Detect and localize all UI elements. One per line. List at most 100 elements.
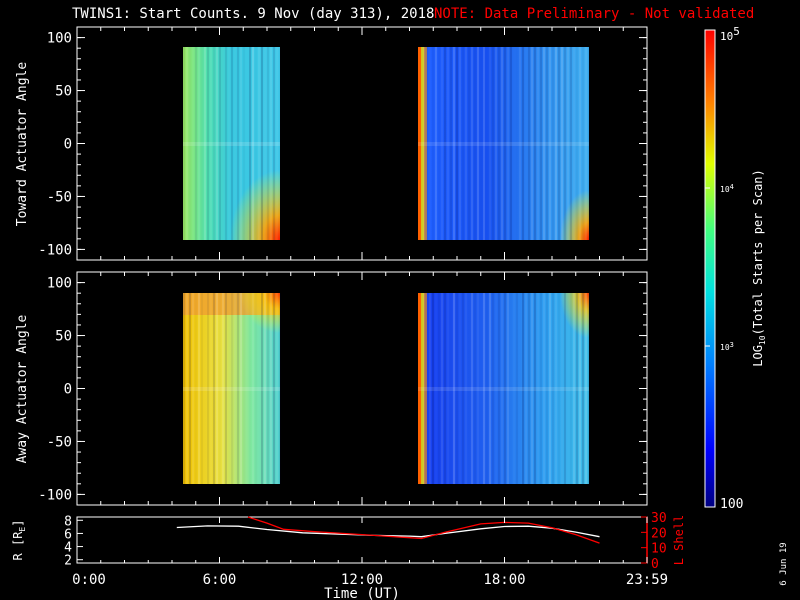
- radius-label-sub: E: [18, 527, 27, 532]
- heatmap-stripe: [453, 47, 455, 240]
- heatmap-stripe: [192, 293, 194, 484]
- heatmap-stripe: [504, 293, 506, 484]
- heatmap-stripe: [444, 293, 446, 484]
- heatmap-stripe: [501, 47, 503, 240]
- heatmap-stripe: [213, 293, 215, 484]
- heatmap-stripe: [228, 47, 230, 240]
- heatmap-stripe: [579, 293, 581, 484]
- heatmap-stripe: [219, 47, 221, 240]
- ephemeris-lines: [176, 516, 600, 544]
- heatmap-stripe: [516, 293, 518, 484]
- away-ylabel: Away Actuator Angle: [15, 314, 30, 463]
- heatmap-stripe: [489, 47, 491, 240]
- heatmap-stripe: [249, 47, 251, 240]
- toward-ylabel: Toward Actuator Angle: [15, 62, 30, 227]
- heatmap-stripe: [459, 47, 461, 240]
- toward-heatmap: [183, 47, 590, 240]
- heatmap-stripe: [474, 47, 476, 240]
- heatmap-stripe: [198, 293, 200, 484]
- heatmap-stripe: [546, 47, 548, 240]
- heatmap-stripe: [462, 47, 464, 240]
- heatmap-stripe: [507, 47, 509, 240]
- colorbar-tick-top-base: 10: [720, 30, 733, 43]
- y-tick-label: 0: [64, 137, 72, 153]
- heatmap-stripe: [471, 293, 473, 484]
- heatmap-stripe: [441, 293, 443, 484]
- heatmap-stripe: [456, 47, 458, 240]
- heatmap-stripe: [207, 293, 209, 484]
- heatmap-stripe: [222, 293, 224, 484]
- heatmap-stripe: [555, 293, 557, 484]
- heatmap-stripe: [501, 293, 503, 484]
- away-hot-late: [560, 293, 589, 338]
- heatmap-edge: [418, 47, 421, 240]
- time-axis-label: Time (UT): [324, 586, 400, 600]
- y-tick-label: -50: [47, 189, 72, 205]
- lshell-tick-label: 0: [651, 557, 659, 572]
- heatmap-stripe: [204, 47, 206, 240]
- heatmap-stripe: [540, 47, 542, 240]
- radius-label-main: R [R: [11, 531, 25, 561]
- colorbar-ticks: [705, 187, 710, 347]
- heatmap-stripe: [582, 47, 584, 240]
- heatmap-stripe: [441, 47, 443, 240]
- heatmap-stripe: [258, 47, 260, 240]
- heatmap-stripe: [528, 47, 530, 240]
- heatmap-stripe: [552, 47, 554, 240]
- radius-tick-label: 4: [64, 541, 72, 556]
- heatmap-stripe: [231, 47, 233, 240]
- heatmap-edge: [421, 293, 424, 484]
- heatmap-stripe: [237, 47, 239, 240]
- heatmap-stripe: [507, 293, 509, 484]
- heatmap-edge: [418, 293, 421, 484]
- heatmap-stripe: [570, 293, 572, 484]
- ephemeris-frame: [76, 516, 648, 564]
- heatmap-stripe: [477, 47, 479, 240]
- colorbar-label: LOG10(Total Starts per Scan): [751, 169, 767, 367]
- heatmap-stripe: [183, 47, 185, 240]
- heatmap-stripe: [555, 47, 557, 240]
- away-hot-early-corner: [240, 293, 280, 333]
- lshell-tick-label: 30: [651, 511, 667, 526]
- heatmap-stripe: [531, 47, 533, 240]
- heatmap-stripe: [558, 47, 560, 240]
- y-tick-label: 50: [55, 329, 72, 345]
- heatmap-stripe: [435, 47, 437, 240]
- heatmap-stripe: [207, 47, 209, 240]
- title-line: TWINS1: Start Counts. 9 Nov (day 313), 2…: [0, 6, 800, 26]
- zero-band: [418, 387, 589, 391]
- heatmap-stripe: [240, 293, 242, 484]
- heatmap-stripe: [540, 293, 542, 484]
- heatmap-stripe: [531, 293, 533, 484]
- colorbar-frame: [704, 29, 716, 508]
- heatmap-stripe: [498, 293, 500, 484]
- heatmap-stripe: [210, 293, 212, 484]
- lshell-line: [247, 516, 600, 544]
- heatmap-stripe: [549, 293, 551, 484]
- time-tick-label: 0:00: [72, 572, 106, 588]
- heatmap-stripe: [261, 293, 263, 484]
- toward-hot-late: [560, 190, 589, 240]
- colorbar-label-sub: 10: [758, 335, 767, 345]
- heatmap-stripe: [231, 293, 233, 484]
- heatmap-stripe: [462, 293, 464, 484]
- radius-axis-label: R [RE]: [11, 520, 27, 561]
- colorbar-tick-mid: 104: [720, 183, 734, 194]
- heatmap-stripe: [267, 293, 269, 484]
- heatmap-stripe: [438, 293, 440, 484]
- time-tick-label: 23:59: [626, 572, 668, 588]
- heatmap-stripe: [519, 47, 521, 240]
- heatmap-stripe: [264, 293, 266, 484]
- colorbar-tick-low-exp: 3: [730, 341, 734, 349]
- heatmap-stripe: [195, 47, 197, 240]
- heatmap-stripe: [543, 293, 545, 484]
- generation-date: 6 Jun 19: [779, 542, 789, 585]
- heatmap-stripe: [537, 47, 539, 240]
- heatmap-stripe: [525, 293, 527, 484]
- heatmap-stripe: [576, 293, 578, 484]
- heatmap-stripe: [534, 293, 536, 484]
- heatmap-stripe: [453, 293, 455, 484]
- heatmap-stripe: [225, 293, 227, 484]
